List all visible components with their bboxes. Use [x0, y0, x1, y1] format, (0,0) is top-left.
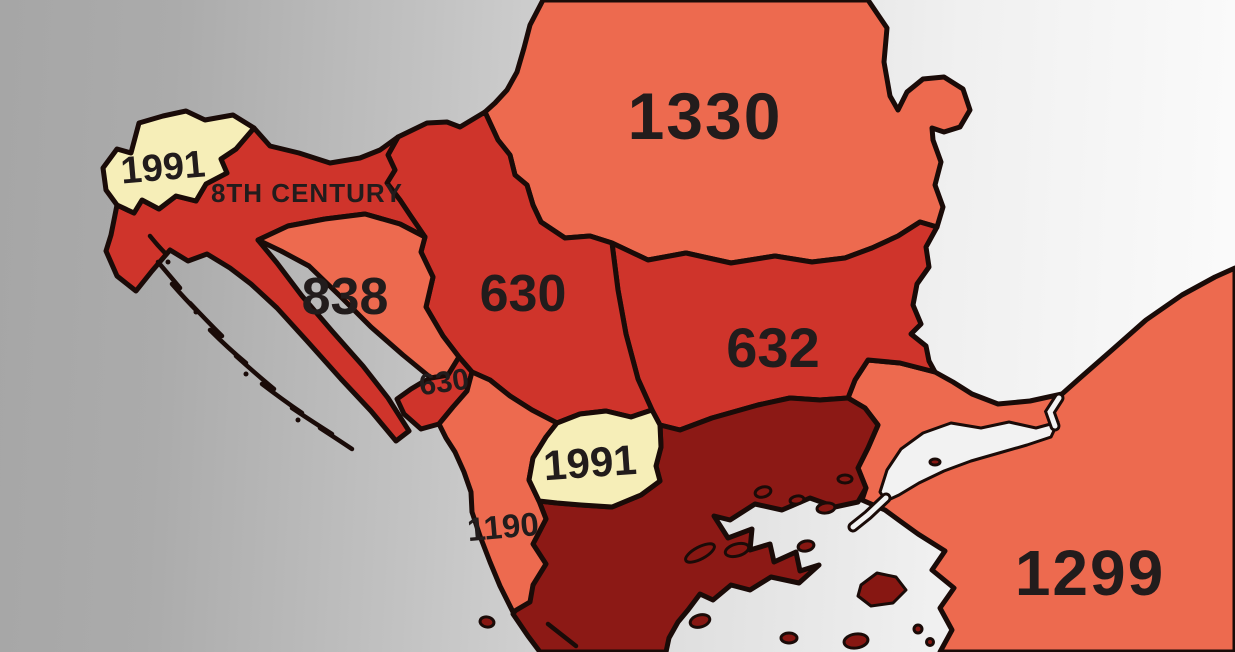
dalmatian-islands [147, 233, 355, 452]
label-croatia: 8TH CENTURY [211, 178, 403, 208]
label-turkey: 1299 [1015, 537, 1165, 609]
label-slovenia: 1991 [119, 143, 207, 192]
label-kosovo-albania: 1190 [466, 505, 541, 548]
marmara-island [928, 457, 942, 467]
label-montenegro: 630 [417, 363, 471, 403]
label-north-macedonia: 1991 [542, 436, 638, 489]
country-bosnia [255, 211, 462, 381]
dardanelles-strait-water [850, 495, 889, 530]
label-bulgaria: 632 [726, 316, 819, 379]
country-north-macedonia [526, 407, 664, 510]
label-serbia: 630 [480, 265, 567, 323]
aegean-islands [478, 473, 935, 650]
country-slovenia [100, 108, 257, 216]
bosphorus-strait-water [1047, 395, 1062, 429]
label-bosnia: 838 [302, 268, 389, 326]
label-romania: 1330 [628, 79, 783, 153]
